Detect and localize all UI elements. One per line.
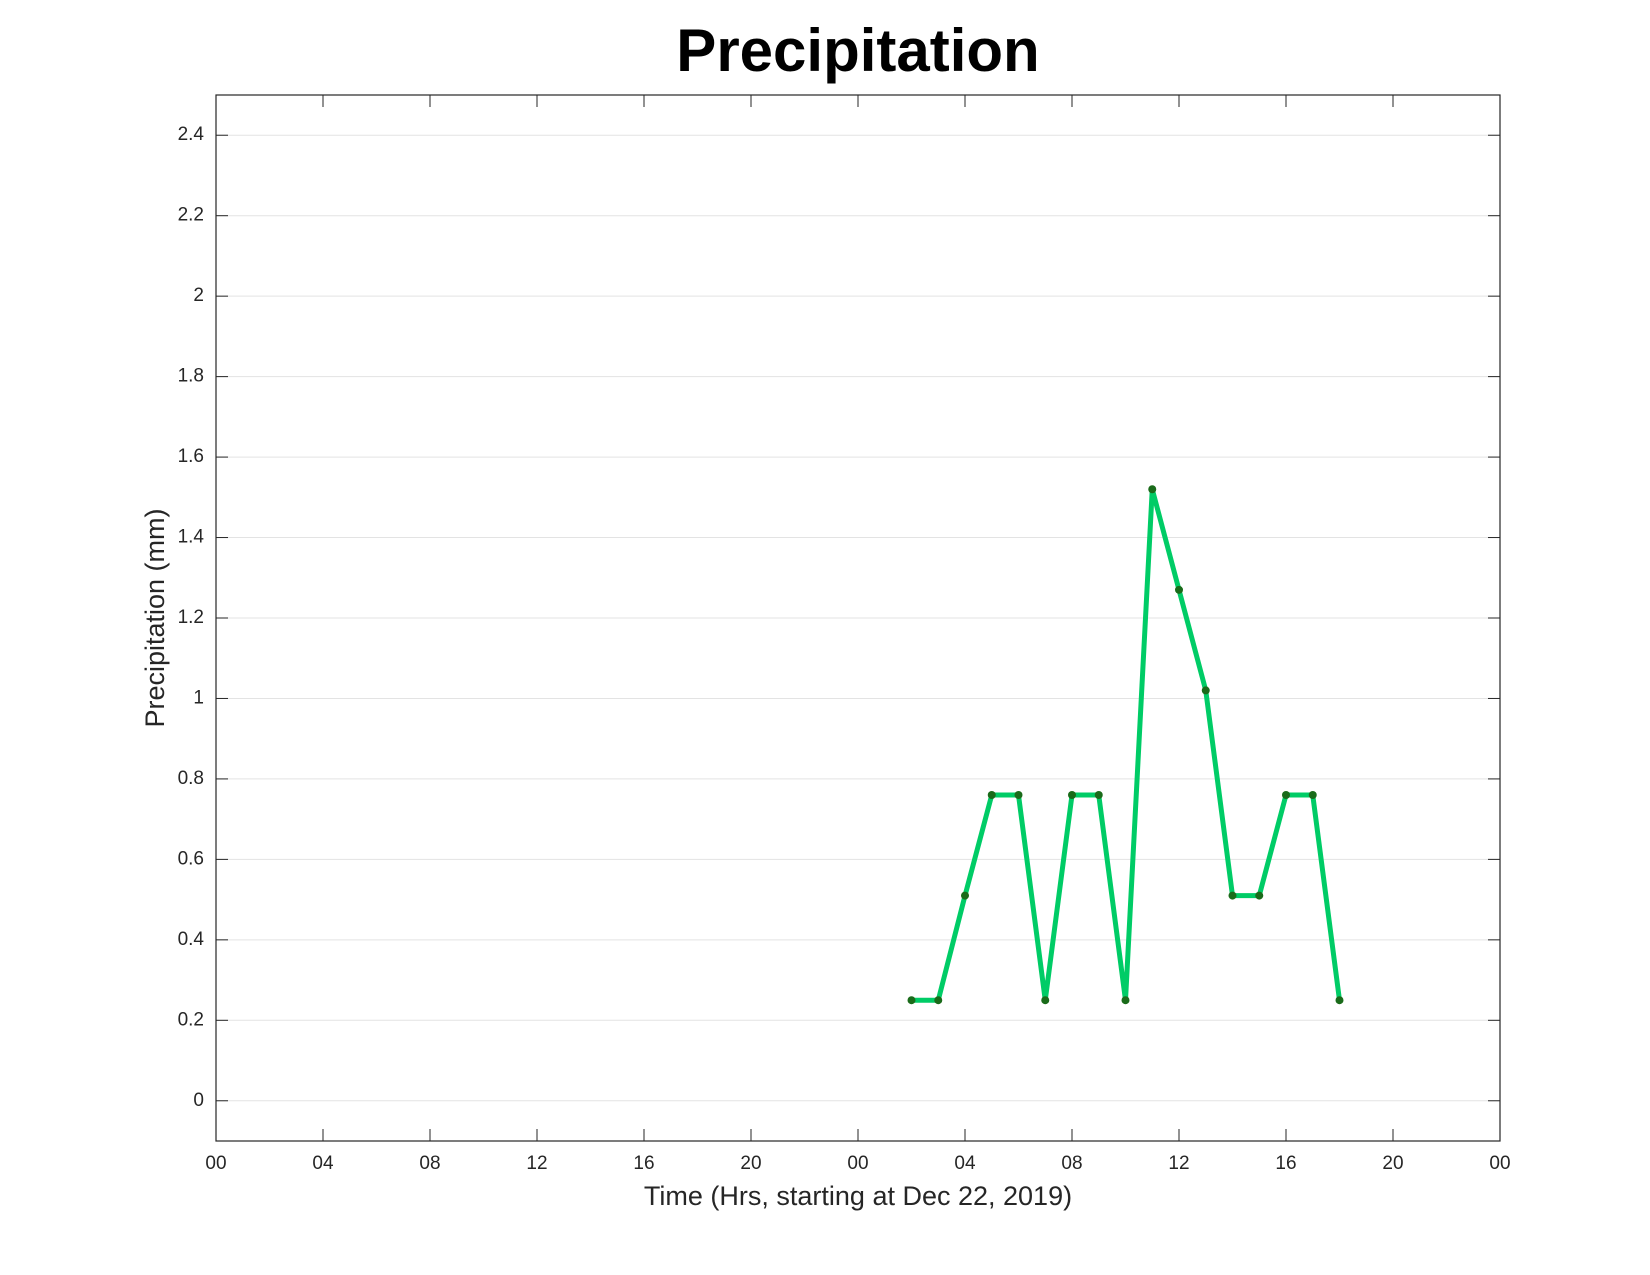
y-tick-label: 0.8	[178, 768, 204, 789]
y-tick-label: 0.6	[178, 848, 204, 869]
x-tick-label: 00	[1489, 1153, 1510, 1174]
y-tick-label: 0	[193, 1090, 204, 1111]
y-tick-label: 1.6	[178, 446, 204, 467]
plot-area	[907, 485, 1344, 1005]
y-axis-label: Precipitation (mm)	[140, 508, 170, 727]
data-point	[907, 996, 916, 1005]
data-point	[934, 996, 943, 1005]
data-point	[1041, 996, 1050, 1005]
y-tick-label: 1.8	[178, 366, 204, 387]
data-point	[1068, 791, 1076, 800]
data-point	[1201, 686, 1210, 695]
y-tick-label: 1.4	[178, 527, 205, 548]
y-tick-label: 0.4	[178, 929, 205, 950]
y-tick-label: 2	[193, 285, 204, 306]
y-tick-label: 1	[193, 687, 204, 708]
y-tick-label: 2.4	[178, 124, 205, 145]
x-axis-label: Time (Hrs, starting at Dec 22, 2019)	[644, 1181, 1072, 1211]
data-point	[1335, 996, 1344, 1005]
data-point	[1228, 891, 1237, 900]
data-point	[1094, 791, 1103, 800]
data-point	[961, 891, 969, 900]
x-tick-label: 08	[419, 1153, 440, 1174]
chart-title: Precipitation	[676, 17, 1039, 84]
x-tick-label: 12	[1168, 1153, 1189, 1174]
data-point	[1255, 891, 1264, 900]
x-tick-label: 04	[312, 1153, 334, 1174]
data-point	[1148, 485, 1157, 494]
data-point	[1282, 791, 1290, 800]
x-tick-label: 08	[1061, 1153, 1082, 1174]
x-tick-label: 20	[740, 1153, 761, 1174]
x-tick-label: 16	[1275, 1153, 1296, 1174]
data-point	[1014, 791, 1023, 800]
x-tick-label: 00	[205, 1153, 226, 1174]
x-tick-label: 16	[633, 1153, 654, 1174]
x-tick-label: 12	[526, 1153, 547, 1174]
data-point	[1308, 791, 1317, 800]
y-tick-label: 2.2	[178, 205, 204, 226]
data-point	[1175, 585, 1183, 594]
y-tick-label: 0.2	[178, 1009, 204, 1030]
x-tick-label: 04	[954, 1153, 976, 1174]
x-tick-label: 20	[1382, 1153, 1403, 1174]
grid	[215, 94, 1501, 1142]
x-tick-label: 00	[847, 1153, 868, 1174]
data-point	[987, 791, 996, 800]
y-tick-label: 1.2	[178, 607, 204, 628]
axes-box	[215, 94, 1501, 1142]
data-point	[1121, 996, 1130, 1005]
